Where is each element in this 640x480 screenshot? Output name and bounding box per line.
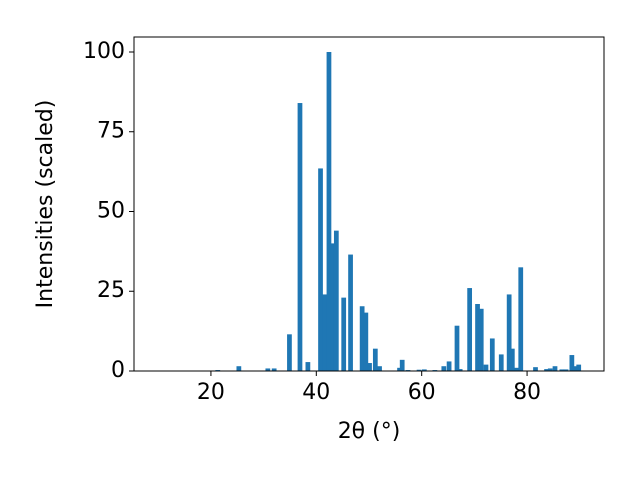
y-tick-label: 25 xyxy=(97,278,125,303)
bar xyxy=(563,369,569,371)
bar xyxy=(322,294,328,371)
bar xyxy=(457,369,463,371)
bar xyxy=(478,308,484,371)
bar xyxy=(333,230,339,371)
y-tick-label: 0 xyxy=(111,358,125,383)
bar xyxy=(533,367,538,371)
x-tick-label: 80 xyxy=(513,380,541,405)
bar xyxy=(236,366,242,371)
bar xyxy=(572,366,578,371)
x-tick-label: 40 xyxy=(302,380,330,405)
bar xyxy=(305,362,311,371)
bar xyxy=(576,364,582,371)
bar xyxy=(498,354,504,371)
bar xyxy=(377,366,382,371)
bar xyxy=(547,368,553,371)
bar xyxy=(265,368,271,371)
y-tick-label: 100 xyxy=(83,39,125,64)
bar xyxy=(454,325,460,371)
bar xyxy=(399,359,405,371)
bar xyxy=(326,51,332,371)
bar xyxy=(297,103,303,371)
bar xyxy=(341,297,347,371)
bar xyxy=(475,304,480,371)
x-axis-label: 2θ (°) xyxy=(338,419,401,444)
bar xyxy=(509,348,515,371)
bar xyxy=(514,367,519,371)
bar xyxy=(372,348,378,371)
bar xyxy=(363,312,369,371)
bar xyxy=(544,369,549,371)
bar xyxy=(271,368,277,371)
bar xyxy=(359,306,365,371)
bar xyxy=(552,366,558,371)
x-tick-label: 20 xyxy=(197,380,225,405)
y-tick-label: 75 xyxy=(97,119,125,144)
bar xyxy=(348,254,353,371)
bar xyxy=(506,294,512,371)
bar xyxy=(318,168,323,371)
plot-frame xyxy=(133,36,605,372)
bar xyxy=(446,361,452,371)
bar xyxy=(416,369,422,371)
y-axis-label: Intensities (scaled) xyxy=(33,100,58,309)
bar xyxy=(397,367,402,371)
bar xyxy=(367,363,372,371)
bar xyxy=(483,364,489,371)
bar xyxy=(489,338,495,371)
bar xyxy=(441,366,447,371)
bar xyxy=(559,369,565,371)
bar xyxy=(569,355,575,371)
y-tick-label: 50 xyxy=(97,198,125,223)
x-tick-label: 60 xyxy=(408,380,436,405)
bar xyxy=(330,243,336,371)
bar xyxy=(421,369,427,371)
bar xyxy=(518,267,524,371)
bar xyxy=(467,288,473,371)
bar xyxy=(287,334,292,371)
